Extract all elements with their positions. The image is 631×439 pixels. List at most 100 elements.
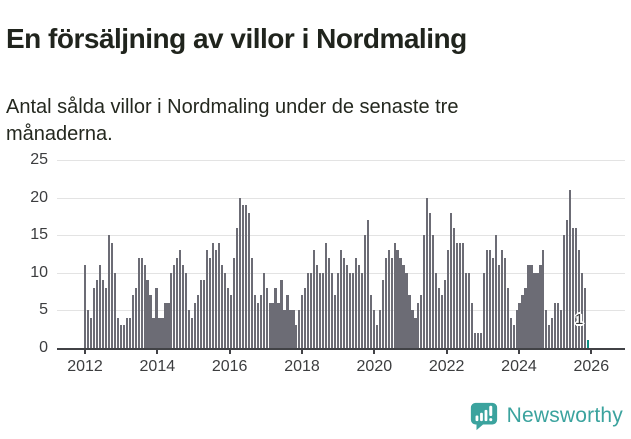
bar [226, 287, 230, 348]
bar [473, 332, 477, 348]
bar [235, 227, 238, 348]
x-axis-tick [517, 348, 520, 354]
bar [378, 310, 381, 348]
bar [479, 332, 482, 348]
x-axis-line [57, 348, 625, 350]
bar [467, 272, 471, 348]
bar [247, 212, 250, 348]
y-axis-labels: 0 5 10 15 20 25 [8, 152, 48, 356]
bar [295, 325, 298, 348]
bar [140, 257, 143, 348]
highlighted-bar [586, 340, 590, 348]
bar [503, 257, 506, 348]
bar [542, 250, 545, 348]
x-axis-label: 2022 [428, 358, 465, 375]
bar [241, 205, 244, 348]
bar [545, 310, 548, 348]
x-axis-label: 2014 [139, 358, 176, 375]
bar [161, 317, 164, 348]
bar [539, 265, 542, 348]
bar [158, 317, 161, 348]
bar [283, 310, 286, 348]
plot-area: 2012 2014 2016 2018 2020 2022 2024 2026 1 [57, 160, 625, 375]
bar [298, 310, 301, 348]
bar [509, 317, 512, 348]
bar [232, 257, 235, 348]
bar [110, 242, 113, 348]
bar [396, 250, 399, 348]
bar [188, 310, 191, 348]
bar [101, 280, 105, 348]
bar [408, 295, 411, 348]
bar [563, 235, 566, 348]
bar [271, 302, 274, 348]
bar [512, 325, 515, 348]
bar [146, 280, 149, 348]
bar [250, 257, 253, 348]
bar [89, 317, 93, 348]
chart-title: En försäljning av villor i Nordmaling [6, 22, 467, 54]
bar [107, 235, 110, 348]
bar [286, 295, 289, 348]
bar [319, 272, 322, 348]
bar [86, 310, 90, 348]
bar [557, 302, 560, 348]
bar [420, 295, 423, 348]
bar [497, 265, 500, 348]
bar [342, 257, 346, 348]
bar [461, 242, 465, 348]
bar [113, 272, 116, 348]
bar [393, 242, 396, 348]
bar [206, 250, 209, 348]
bar [530, 265, 533, 348]
bar [491, 257, 494, 348]
bar [417, 302, 420, 348]
bar [194, 302, 197, 348]
bar [441, 295, 444, 348]
chart-subtitle: Antal sålda villor i Nordmaling under de… [6, 96, 459, 145]
x-axis-label: 2024 [501, 358, 537, 375]
bar [423, 235, 426, 348]
bar [524, 287, 527, 348]
bar [131, 295, 134, 348]
bar [244, 205, 247, 348]
x-axis-label: 2018 [284, 358, 320, 375]
bar [238, 197, 241, 348]
bar [155, 287, 158, 348]
bar [402, 265, 405, 348]
bar [515, 310, 518, 348]
bar [399, 257, 402, 348]
bar [566, 220, 569, 348]
bar [253, 295, 256, 348]
bar [470, 302, 474, 348]
newsworthy-logo: Newsworthy [469, 401, 623, 431]
bar [450, 212, 453, 348]
bar [256, 302, 259, 348]
bar [476, 332, 480, 348]
x-axis-tick [373, 348, 376, 354]
bar [259, 295, 262, 348]
x-axis-tick [445, 348, 448, 354]
bar [277, 302, 280, 348]
bar [339, 250, 343, 348]
bar [387, 250, 390, 348]
x-axis-tick [228, 348, 231, 354]
bar [444, 280, 447, 348]
bar [351, 272, 355, 348]
bar [453, 227, 456, 348]
bar [357, 265, 360, 348]
x-axis-tick [300, 348, 303, 354]
bar [429, 212, 432, 348]
newsworthy-logo-icon [470, 402, 497, 431]
bar [301, 295, 304, 348]
bar [405, 272, 408, 348]
bar [372, 310, 375, 348]
bar [116, 317, 119, 348]
bar [211, 242, 215, 348]
gridline [57, 235, 625, 237]
bar [381, 280, 384, 348]
bar [164, 302, 167, 348]
bar [447, 250, 450, 348]
bar [506, 287, 509, 348]
